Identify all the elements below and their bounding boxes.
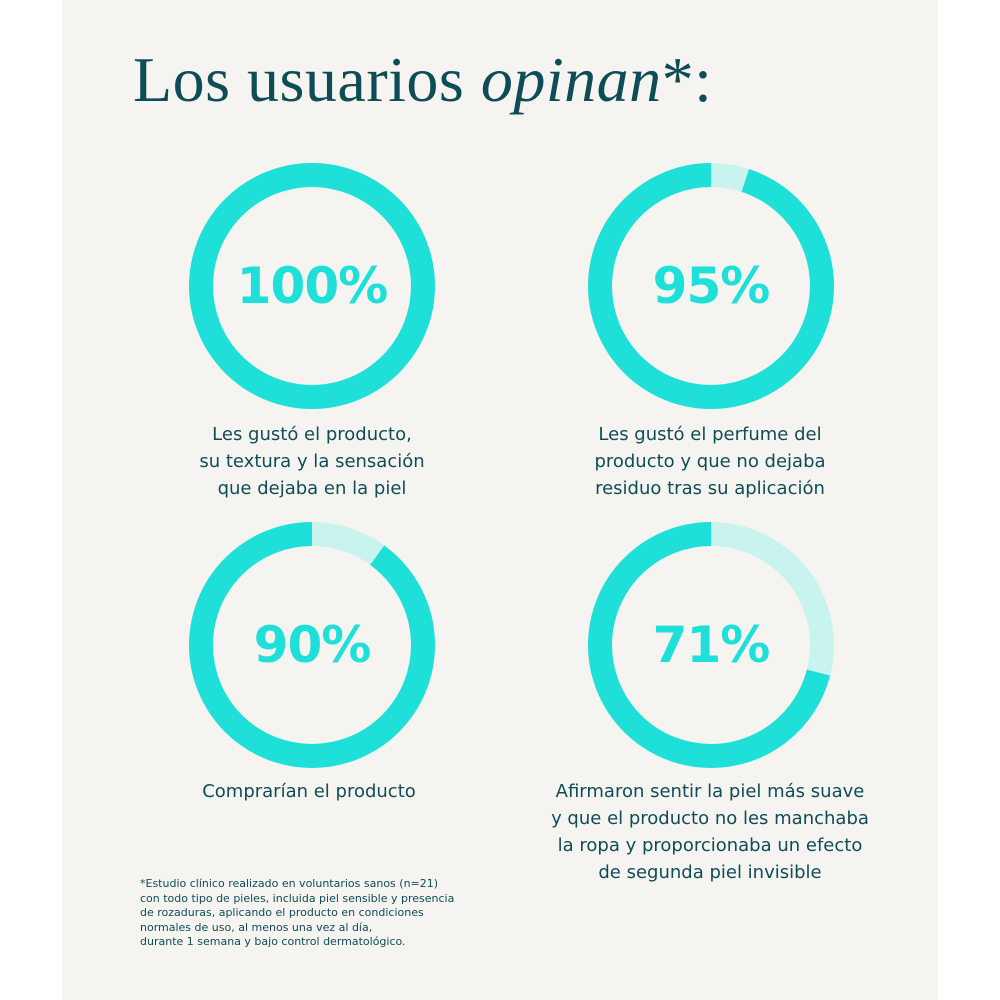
donut-arc-2: [588, 163, 834, 409]
footnote-line-1: *Estudio clínico realizado en voluntario…: [140, 877, 439, 890]
caption-2: Les gustó el perfume del producto y que …: [530, 421, 890, 502]
caption-1: Les gustó el producto, su textura y la s…: [132, 421, 492, 502]
caption-4-line-1: Afirmaron sentir la piel más suave: [555, 781, 865, 802]
donut-svg-1: [189, 163, 435, 409]
footnote-line-3: de rozaduras, aplicando el producto en c…: [140, 906, 424, 919]
title-emphasis: opinan: [480, 44, 662, 115]
caption-1-line-3: que dejaba en la piel: [217, 478, 407, 499]
caption-3-line-1: Comprarían el producto: [202, 781, 416, 802]
caption-3: Comprarían el producto: [129, 778, 489, 805]
footnote-line-4: normales de uso, al menos una vez al día…: [140, 920, 373, 934]
donut-chart-4: 71%: [586, 520, 836, 770]
donut-chart-2: 95%: [586, 161, 836, 411]
donut-chart-3: 90%: [187, 520, 437, 770]
page-title: Los usuarios opinan*:: [133, 48, 712, 112]
infographic-panel: [62, 0, 938, 1000]
donut-arc-1: [189, 163, 435, 409]
caption-2-line-3: residuo tras su aplicación: [595, 478, 825, 499]
caption-4-line-3: la ropa y proporcionaba un efecto: [557, 835, 863, 856]
title-main: Los usuarios: [133, 44, 481, 115]
caption-2-line-1: Les gustó el perfume del: [598, 424, 822, 445]
caption-4: Afirmaron sentir la piel más suave y que…: [530, 778, 890, 886]
footnote-line-2: con todo tipo de pieles, incluida piel s…: [140, 891, 455, 905]
title-suffix: *:: [661, 44, 713, 115]
donut-svg-2: [588, 163, 834, 409]
footnote-line-5: durante 1 semana y bajo control dermatol…: [140, 935, 406, 948]
caption-4-line-4: de segunda piel invisible: [598, 862, 822, 883]
donut-svg-3: [189, 522, 435, 768]
donut-arc-3: [189, 522, 435, 768]
donut-arc-4: [588, 522, 834, 768]
percentage-label-3: 90%: [253, 616, 372, 674]
donut-svg-4: [588, 522, 834, 768]
percentage-label-4: 71%: [652, 616, 771, 674]
caption-2-line-2: producto y que no dejaba: [594, 451, 826, 472]
caption-4-line-2: y que el producto no les manchaba: [551, 808, 869, 829]
percentage-label-2: 95%: [652, 257, 771, 315]
donut-chart-1: 100%: [187, 161, 437, 411]
percentage-label-1: 100%: [236, 257, 388, 315]
caption-1-line-2: su textura y la sensación: [199, 451, 425, 472]
study-footnote: *Estudio clínico realizado en voluntario…: [140, 877, 560, 950]
caption-1-line-1: Les gustó el producto,: [212, 424, 412, 445]
